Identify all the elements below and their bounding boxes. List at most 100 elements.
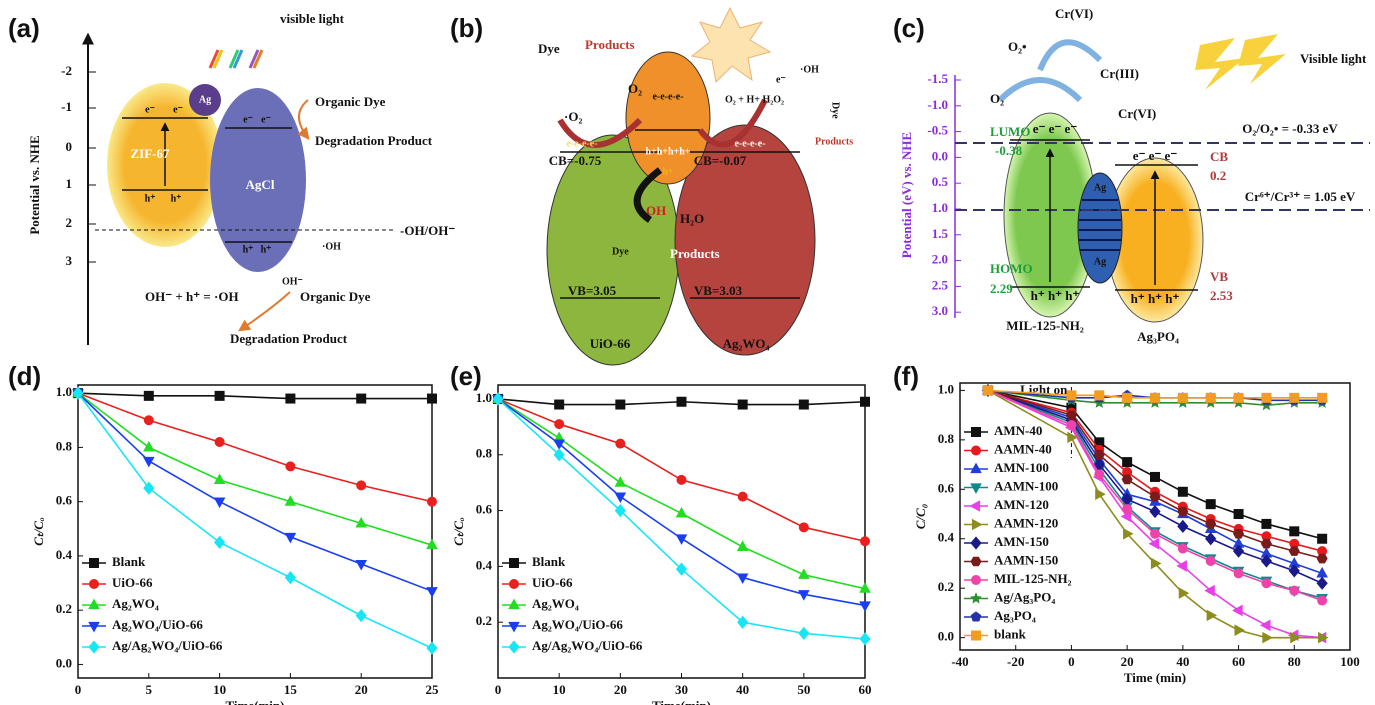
- marker: [675, 506, 688, 518]
- marker: [355, 608, 367, 623]
- label: 2.53: [1210, 288, 1233, 303]
- marker: [1094, 390, 1105, 401]
- x-tick-label: -20: [1007, 654, 1024, 669]
- x-axis-label: Time(min): [226, 698, 285, 705]
- tick-label: 3: [66, 253, 73, 268]
- hole: h⁺: [243, 244, 254, 255]
- marker: [675, 562, 688, 576]
- tick-label: 3.0: [932, 303, 948, 318]
- legend-label: Ag₂WO₄/UiO-66: [112, 617, 203, 632]
- marker: [553, 439, 565, 451]
- legend-label: UiO-66: [112, 575, 153, 590]
- y-tick-label: 0.8: [476, 446, 493, 461]
- tick-label: 0: [66, 139, 73, 154]
- arrow: [1037, 39, 1103, 72]
- label: OH⁻: [282, 276, 303, 287]
- electron: e⁻: [243, 114, 253, 125]
- tick-label: -0.5: [927, 123, 948, 138]
- marker: [1066, 420, 1077, 431]
- marker: [798, 626, 810, 640]
- marker: [1150, 528, 1160, 539]
- marker: [970, 462, 982, 474]
- marker: [426, 587, 438, 598]
- light-label: visible light: [280, 11, 345, 26]
- y-tick-label: 0.6: [938, 480, 955, 495]
- marker: [615, 399, 626, 410]
- y-tick-label: 1.0: [938, 381, 954, 396]
- marker: [1233, 392, 1244, 403]
- label: HOMO: [990, 261, 1033, 276]
- marker: [427, 393, 437, 404]
- marker: [1122, 504, 1133, 515]
- marker: [798, 590, 810, 601]
- legend-label: Blank: [112, 554, 146, 569]
- marker: [1234, 624, 1246, 637]
- marker: [143, 390, 154, 401]
- label: Dye: [612, 246, 629, 257]
- tick-label: -2: [61, 63, 72, 78]
- marker: [970, 556, 982, 567]
- marker: [1289, 392, 1300, 403]
- label: h+h+h+h+: [645, 146, 690, 157]
- marker: [509, 558, 519, 568]
- tick-label: 1.0: [932, 200, 948, 215]
- tick-label: -1.0: [927, 97, 948, 112]
- arrow: [997, 77, 1083, 103]
- label: CB=-0.07: [694, 153, 747, 168]
- marker: [1205, 519, 1217, 529]
- label: e⁻ e⁻ e⁻: [1133, 148, 1178, 163]
- sun: [690, 6, 772, 84]
- x-tick-label: 40: [736, 682, 749, 697]
- arrow: [238, 291, 291, 332]
- marker: [1177, 506, 1189, 517]
- x-tick-label: 15: [284, 682, 298, 697]
- marker: [971, 575, 981, 585]
- marker: [1176, 560, 1187, 572]
- marker: [737, 615, 749, 629]
- label: Cr(VI): [1118, 106, 1156, 121]
- label: Cr(VI): [1055, 6, 1093, 21]
- marker: [508, 598, 520, 610]
- label: Organic Dye: [315, 94, 386, 109]
- marker: [859, 601, 871, 612]
- label: Degradation Product: [315, 133, 433, 148]
- label: -0.38: [995, 143, 1023, 158]
- marker: [1289, 526, 1300, 537]
- marker: [554, 419, 565, 430]
- legend-label: Ag₂WO₄/UiO-66: [532, 617, 623, 632]
- marker: [1233, 529, 1245, 539]
- x-tick-label: 20: [614, 682, 627, 697]
- x-tick-label: 5: [146, 682, 153, 697]
- hole: h⁺: [261, 244, 272, 255]
- marker: [88, 621, 100, 633]
- arrow: [557, 117, 643, 148]
- marker: [356, 480, 367, 491]
- legend-label: AAMN-40: [994, 441, 1052, 456]
- ag-stripes: [1079, 199, 1121, 251]
- marker: [1262, 631, 1273, 644]
- label: CB: [1210, 149, 1228, 164]
- marker: [284, 532, 297, 544]
- label: ·OH: [322, 241, 341, 252]
- tick-label: 1.5: [932, 226, 949, 241]
- marker: [970, 611, 982, 622]
- label: UiO-66: [590, 336, 631, 351]
- marker: [615, 438, 626, 449]
- ag-particle: [625, 51, 711, 185]
- label: Degradation Product: [230, 331, 348, 346]
- label: e-e-e-e-: [566, 138, 597, 149]
- label: -OH/OH⁻: [400, 223, 455, 238]
- marker: [1205, 556, 1216, 566]
- x-tick-label: 40: [1176, 654, 1189, 669]
- marker: [1094, 469, 1105, 480]
- x-tick-label: 30: [675, 682, 688, 697]
- marker: [1318, 631, 1329, 644]
- marker: [1177, 543, 1188, 554]
- label: ·OH: [800, 64, 819, 75]
- label: H₂O: [680, 211, 704, 226]
- marker: [1149, 504, 1161, 519]
- axis-label: Potential vs. NHE: [27, 135, 42, 234]
- panel-label: (f): [893, 361, 919, 391]
- marker: [969, 500, 981, 512]
- y-tick-label: 0.0: [938, 629, 954, 644]
